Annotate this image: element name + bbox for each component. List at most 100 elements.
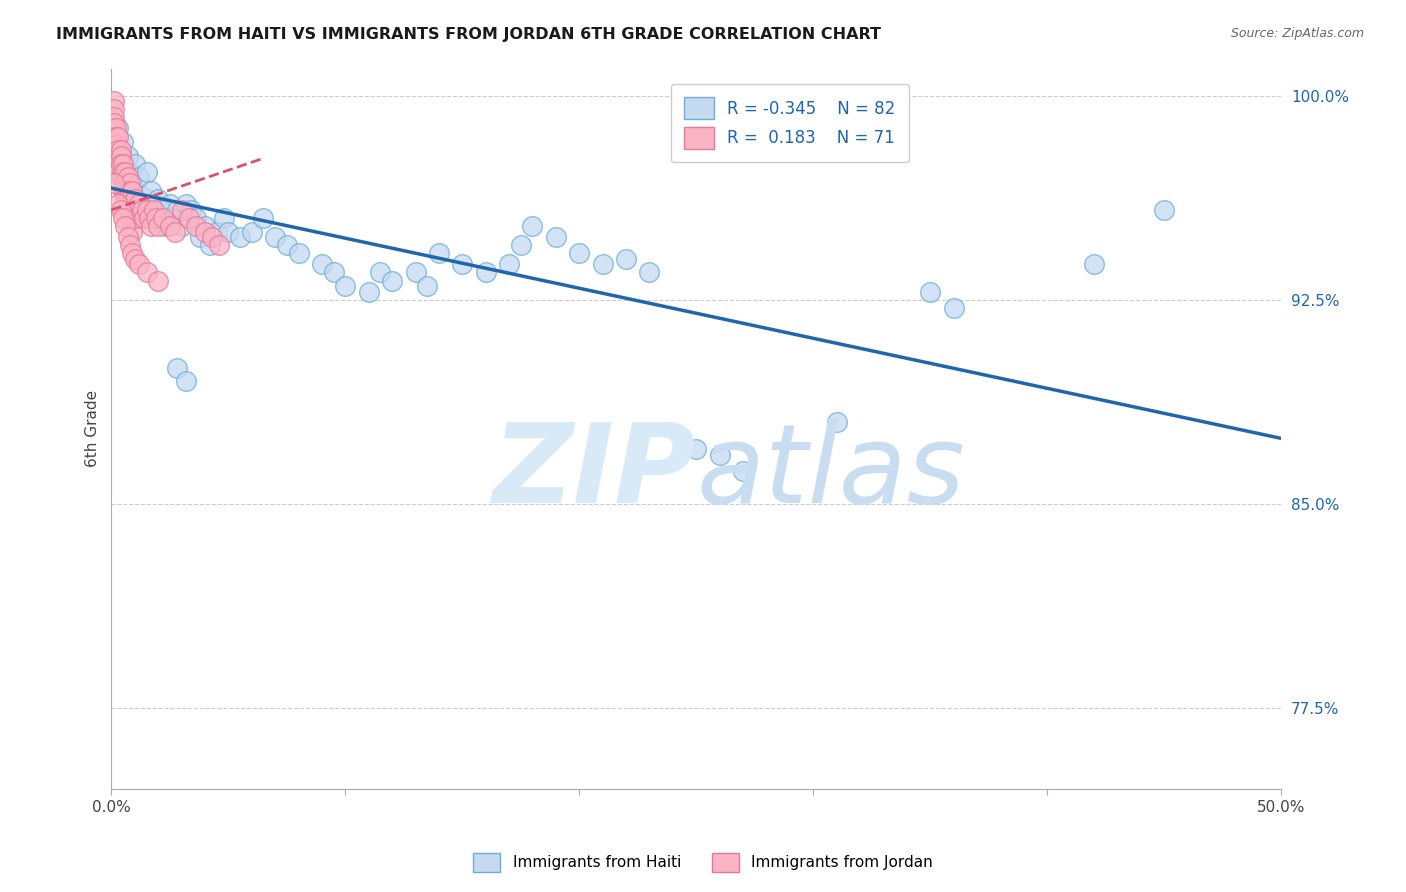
Point xyxy=(103,103,125,117)
Point xyxy=(124,192,146,206)
Point xyxy=(107,121,129,136)
Point xyxy=(120,192,142,206)
Point xyxy=(474,265,496,279)
Point xyxy=(731,464,754,478)
Point xyxy=(522,219,544,234)
Point xyxy=(177,211,200,225)
Point xyxy=(142,202,165,217)
Point xyxy=(544,230,567,244)
Legend: Immigrants from Haiti, Immigrants from Jordan: Immigrants from Haiti, Immigrants from J… xyxy=(465,845,941,880)
Point xyxy=(112,170,135,185)
Point xyxy=(120,197,142,211)
Point xyxy=(117,230,139,244)
Point xyxy=(138,211,160,225)
Point xyxy=(194,225,217,239)
Point xyxy=(920,285,942,299)
Point xyxy=(825,415,848,429)
Point xyxy=(451,257,474,271)
Legend: R = -0.345    N = 82, R =  0.183    N = 71: R = -0.345 N = 82, R = 0.183 N = 71 xyxy=(671,84,908,161)
Point xyxy=(335,279,357,293)
Y-axis label: 6th Grade: 6th Grade xyxy=(86,391,100,467)
Point xyxy=(1153,202,1175,217)
Point xyxy=(127,211,149,225)
Point xyxy=(638,265,661,279)
Point xyxy=(229,230,252,244)
Point xyxy=(141,219,163,234)
Point xyxy=(614,252,637,266)
Point xyxy=(240,225,263,239)
Point xyxy=(103,176,125,190)
Point xyxy=(120,184,142,198)
Point xyxy=(264,230,287,244)
Point xyxy=(107,157,129,171)
Point xyxy=(114,219,136,234)
Point xyxy=(121,184,143,198)
Point xyxy=(416,279,439,293)
Point xyxy=(131,189,153,203)
Point xyxy=(110,202,132,217)
Text: atlas: atlas xyxy=(696,418,965,525)
Point xyxy=(134,211,156,225)
Point xyxy=(114,192,136,206)
Point xyxy=(107,148,129,162)
Point xyxy=(174,197,197,211)
Point xyxy=(128,257,150,271)
Point xyxy=(112,176,135,190)
Point xyxy=(208,238,231,252)
Point xyxy=(117,192,139,206)
Point xyxy=(117,202,139,217)
Point xyxy=(127,197,149,211)
Point xyxy=(141,184,163,198)
Point xyxy=(252,211,274,225)
Point xyxy=(145,211,167,225)
Point xyxy=(112,211,135,225)
Point xyxy=(114,176,136,190)
Point xyxy=(148,219,170,234)
Point xyxy=(155,219,177,234)
Point xyxy=(110,157,132,171)
Point xyxy=(212,211,235,225)
Point xyxy=(381,274,404,288)
Point xyxy=(110,143,132,157)
Point xyxy=(117,184,139,198)
Point xyxy=(135,265,157,279)
Point xyxy=(121,211,143,225)
Text: Source: ZipAtlas.com: Source: ZipAtlas.com xyxy=(1230,27,1364,40)
Point xyxy=(120,165,142,179)
Point xyxy=(166,202,188,217)
Point xyxy=(105,121,128,136)
Point xyxy=(160,211,183,225)
Point xyxy=(170,219,193,234)
Point xyxy=(568,246,591,260)
Point xyxy=(180,202,202,217)
Point xyxy=(103,116,125,130)
Point xyxy=(103,111,125,125)
Point xyxy=(166,360,188,375)
Point xyxy=(942,301,965,315)
Point xyxy=(142,202,165,217)
Point xyxy=(110,143,132,157)
Point xyxy=(509,238,531,252)
Point xyxy=(107,197,129,211)
Point xyxy=(184,211,207,225)
Point xyxy=(201,230,224,244)
Point xyxy=(149,202,172,217)
Point xyxy=(405,265,427,279)
Point xyxy=(287,246,309,260)
Point xyxy=(138,197,160,211)
Point xyxy=(145,211,167,225)
Point xyxy=(128,197,150,211)
Point xyxy=(124,252,146,266)
Point xyxy=(107,165,129,179)
Point xyxy=(117,184,139,198)
Point xyxy=(105,129,128,144)
Point xyxy=(114,157,136,171)
Point xyxy=(311,257,333,271)
Text: IMMIGRANTS FROM HAITI VS IMMIGRANTS FROM JORDAN 6TH GRADE CORRELATION CHART: IMMIGRANTS FROM HAITI VS IMMIGRANTS FROM… xyxy=(56,27,882,42)
Point xyxy=(120,238,142,252)
Point xyxy=(592,257,614,271)
Point xyxy=(498,257,520,271)
Point xyxy=(120,176,142,190)
Point xyxy=(107,143,129,157)
Point xyxy=(114,165,136,179)
